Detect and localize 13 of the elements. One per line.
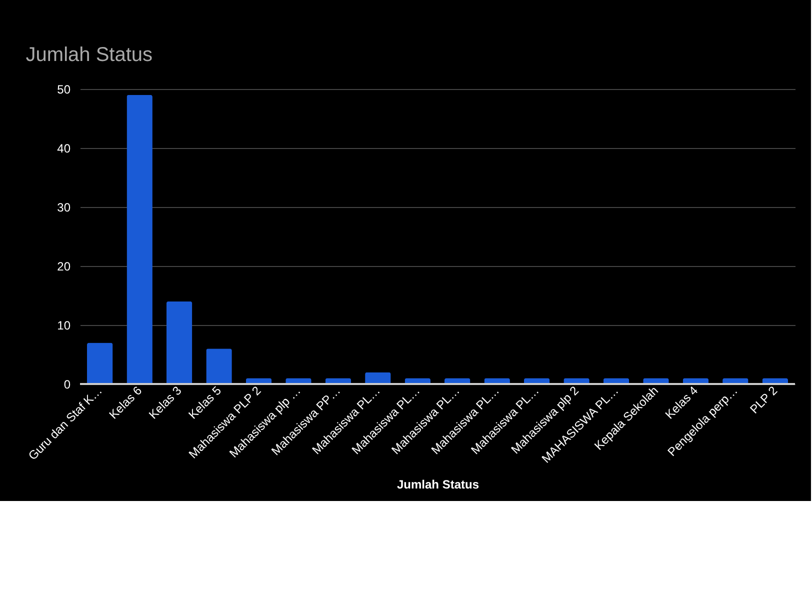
- y-tick-label: 50: [57, 82, 71, 96]
- y-tick-label: 10: [57, 318, 71, 332]
- bar: [126, 94, 152, 384]
- x-tick-label: PLP 2: [747, 383, 780, 416]
- y-tick-label: 0: [64, 378, 71, 392]
- chart-title: Jumlah Status: [26, 44, 153, 66]
- y-tick-label: 20: [57, 260, 71, 274]
- x-axis-title: Jumlah Status: [396, 478, 480, 492]
- bar: [206, 348, 232, 384]
- y-tick-label: 40: [57, 142, 71, 156]
- y-tick-label: 30: [57, 200, 71, 214]
- bar: [166, 301, 192, 384]
- bar: [86, 342, 113, 384]
